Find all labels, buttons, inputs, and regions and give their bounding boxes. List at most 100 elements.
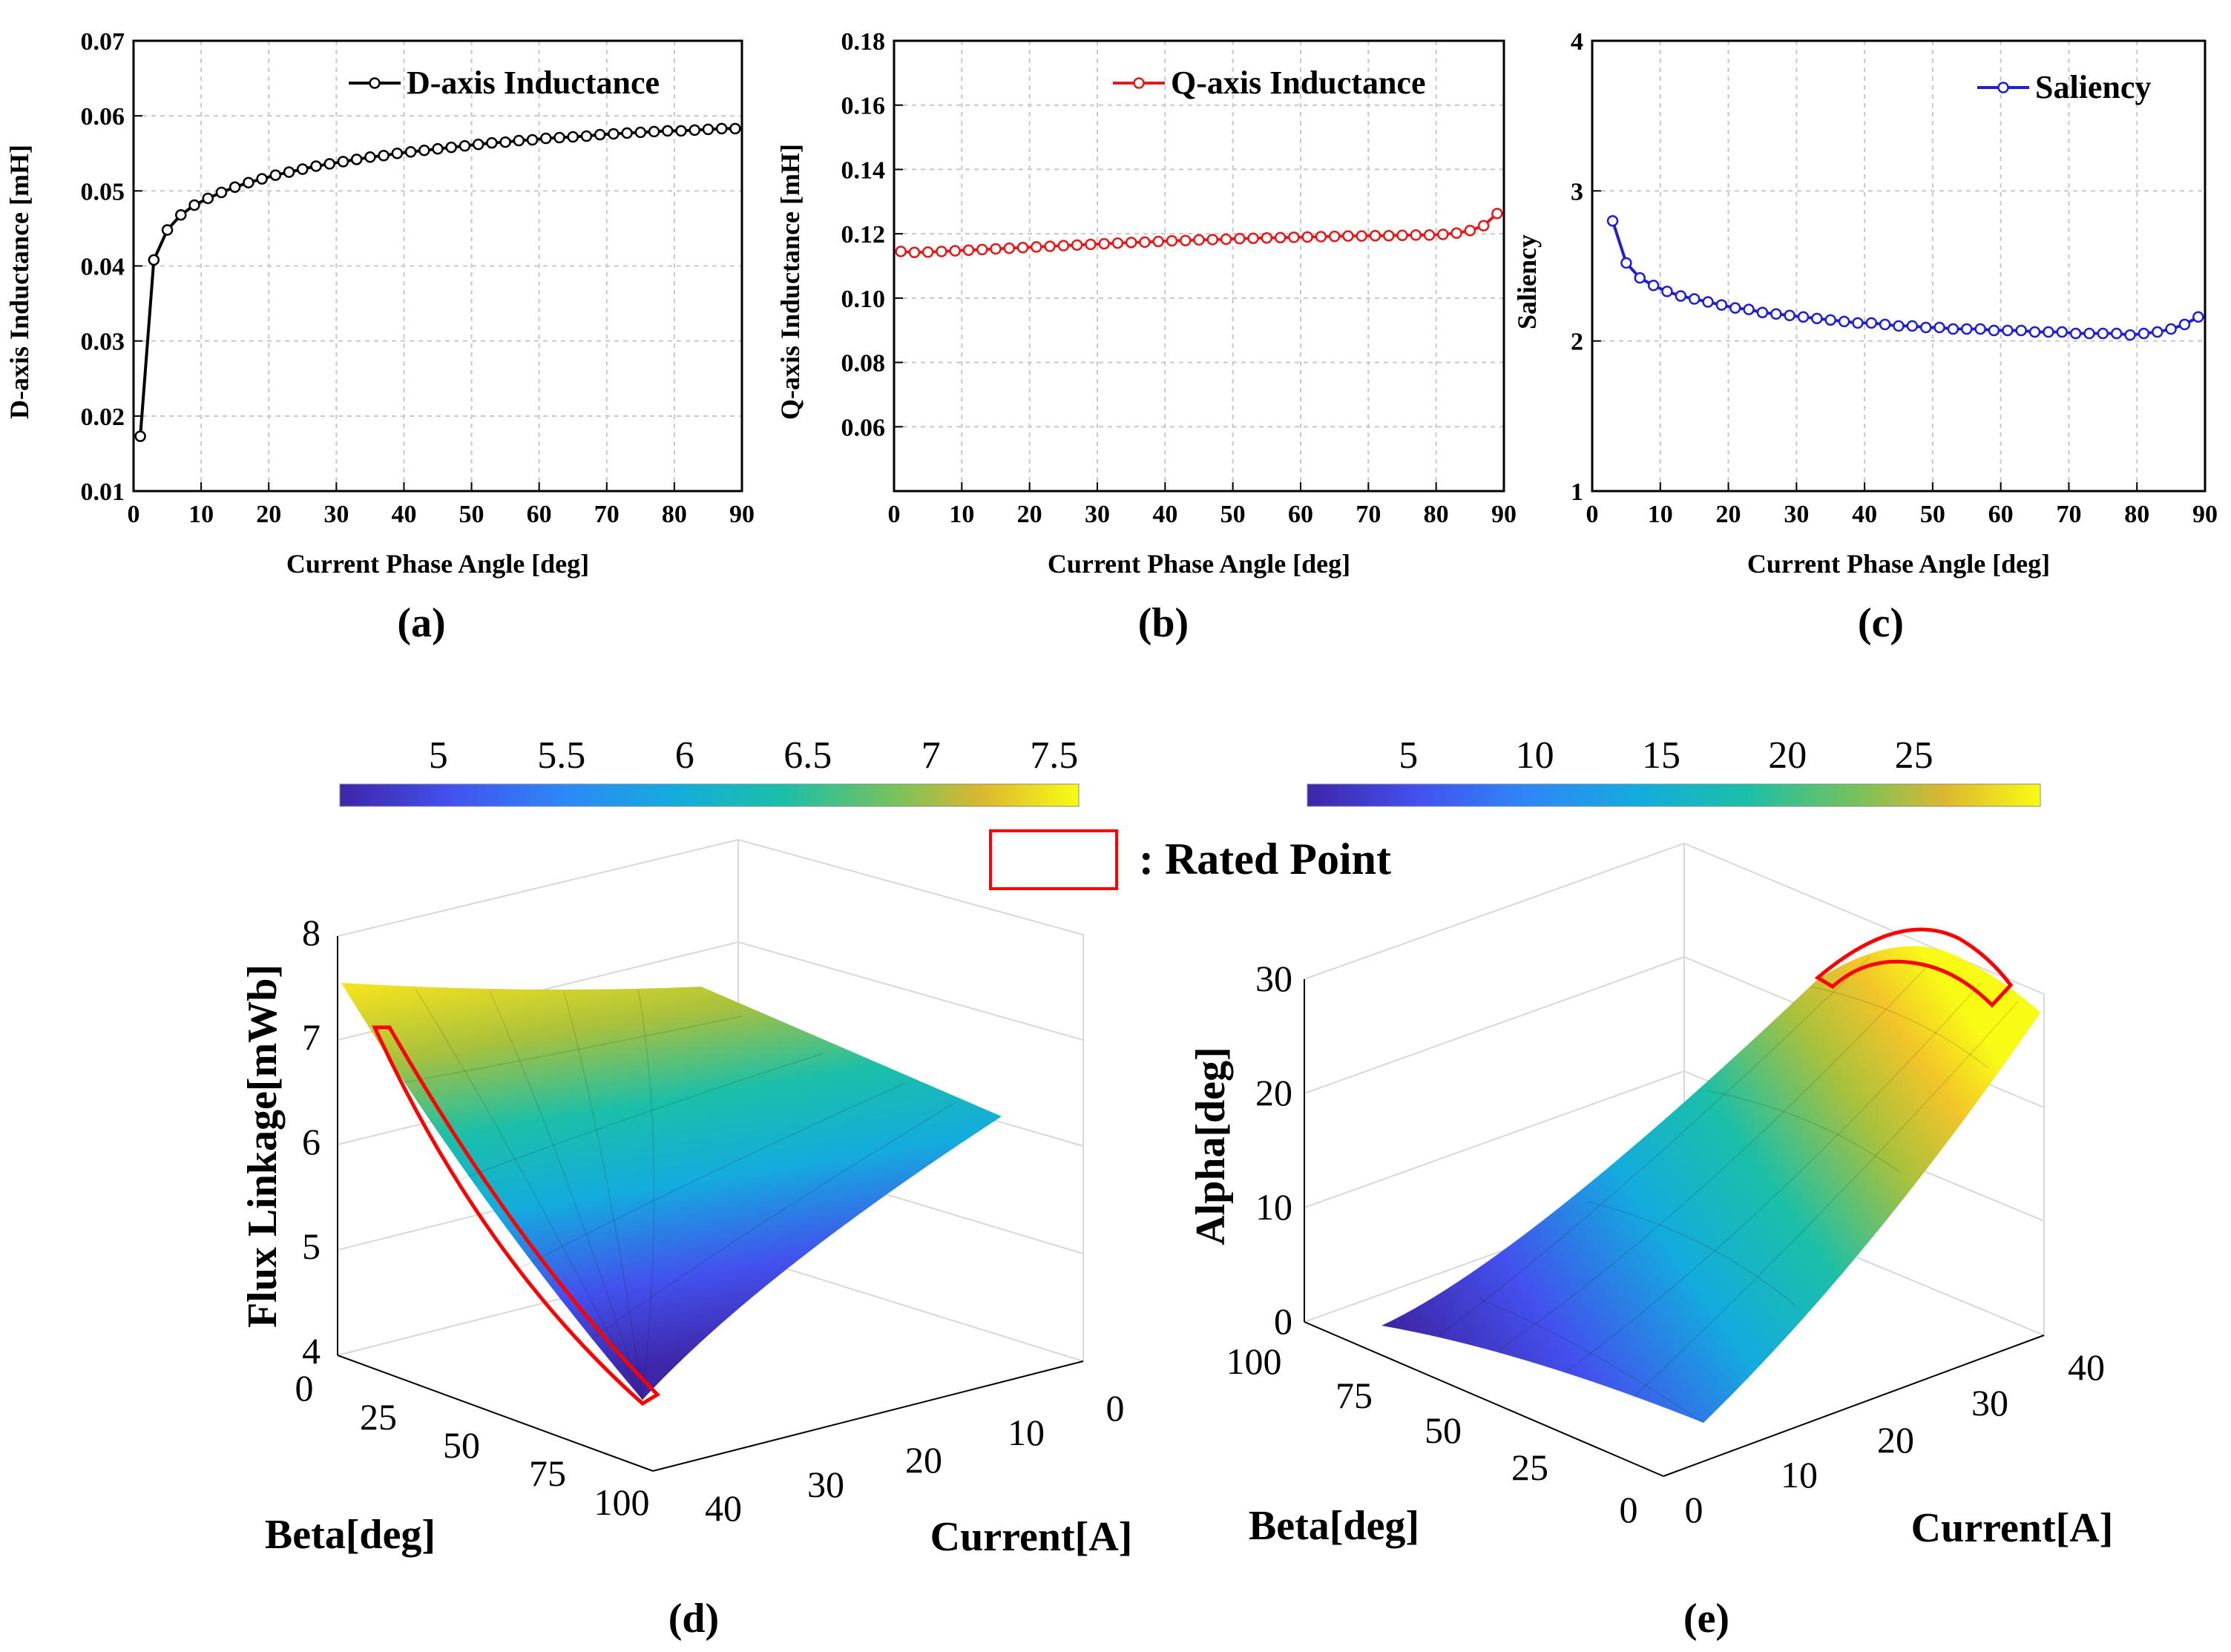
data-point — [1179, 234, 1192, 246]
data-point — [1477, 220, 1490, 232]
x-tick-label: 80 — [2124, 501, 2149, 528]
y-tick-label: 0.02 — [81, 404, 125, 431]
tick-label: 100 — [1226, 1340, 1282, 1382]
tick-label: 25 — [360, 1396, 397, 1438]
tick-label: 20 — [1768, 734, 1807, 777]
data-point — [1369, 229, 1381, 242]
data-point — [364, 151, 376, 163]
data-point — [1606, 215, 1619, 227]
tick-label: 40 — [2068, 1346, 2105, 1388]
data-point — [1016, 242, 1029, 254]
data-point — [1044, 240, 1056, 252]
y-tick-label: 0.07 — [81, 28, 125, 56]
data-point — [1661, 286, 1673, 297]
data-point — [648, 125, 660, 138]
data-point — [2178, 318, 2191, 331]
data-point — [243, 177, 254, 188]
data-point — [1634, 272, 1646, 284]
tick-label: 0 — [1685, 1489, 1703, 1530]
data-point — [1328, 230, 1341, 243]
x-tick-label: 0 — [1586, 501, 1599, 528]
tick-label: 30 — [1971, 1382, 2008, 1424]
tick-label: 20 — [1255, 1072, 1292, 1113]
x-tick-label: 40 — [391, 501, 416, 528]
surface-e — [1381, 946, 2040, 1423]
beta-ticks-d: 0 25 50 75 100 — [295, 1367, 650, 1523]
plot-frame — [893, 39, 1505, 493]
colorbar-e — [1307, 783, 2041, 807]
data-point — [2069, 327, 2082, 340]
data-point — [1464, 225, 1476, 237]
data-point — [976, 243, 988, 256]
data-point — [608, 128, 620, 140]
chart-flux-linkage-surface: 5 5.5 6 6.5 7 7.5 — [240, 734, 1132, 1642]
y-tick-label: 0.04 — [81, 254, 125, 281]
tick-label: 75 — [529, 1452, 566, 1494]
data-point — [1961, 323, 1973, 335]
x-tick-label: 70 — [2056, 501, 2081, 528]
tick-label: 6.5 — [783, 734, 832, 777]
data-point — [2124, 329, 2136, 341]
x-tick-label: 80 — [662, 501, 687, 528]
data-point — [2002, 324, 2014, 337]
y-tick-label: 1 — [1571, 478, 1583, 506]
x-tick-label: 10 — [949, 501, 974, 528]
data-point — [1729, 302, 1741, 314]
data-point — [1437, 228, 1449, 240]
y-tick-label: 0.18 — [841, 28, 886, 56]
data-point — [432, 142, 444, 155]
data-point — [1647, 280, 1660, 292]
data-point — [229, 181, 241, 194]
ylabel-e: Current[A] — [1911, 1505, 2114, 1551]
data-point — [1906, 320, 1919, 332]
data-point — [148, 254, 160, 266]
data-point — [1770, 308, 1782, 320]
data-point — [2043, 326, 2054, 338]
tick-label: 5 — [1399, 734, 1418, 777]
data-point — [418, 144, 430, 157]
x-tick-label: 70 — [594, 501, 620, 528]
beta-ticks-e: 100 75 50 25 0 — [1226, 1340, 1638, 1530]
surface-e-mesh — [1439, 956, 2019, 1424]
x-tick-label: 40 — [1852, 501, 1877, 528]
x-tick-label: 50 — [1220, 501, 1246, 528]
panel-label: (c) — [1858, 600, 1904, 646]
tick-label: 50 — [443, 1424, 480, 1466]
data-point — [1315, 231, 1327, 243]
y-tick-label: 0.14 — [841, 157, 886, 184]
data-point — [2015, 324, 2027, 337]
data-point — [269, 169, 282, 181]
rated-point-legend: : Rated Point — [989, 829, 1391, 890]
surface-d — [341, 983, 1002, 1400]
tick-label: 10 — [1516, 734, 1554, 777]
x-axis-label: Current Phase Angle [deg] — [1048, 549, 1350, 579]
data-point — [2110, 327, 2123, 340]
data-point — [1893, 320, 1905, 332]
panel-label-d: (d) — [668, 1596, 719, 1642]
data-point — [936, 246, 947, 257]
y-tick-label: 0.08 — [841, 350, 886, 378]
series-line — [139, 127, 735, 437]
data-point — [1675, 290, 1687, 302]
chart-saliency: 0 10 20 30 40 50 60 70 80 90 1 2 3 4 Current Phase Ang… — [1512, 28, 2218, 646]
data-point — [283, 166, 295, 178]
data-point — [1491, 208, 1503, 220]
zlabel-d: Flux Linkage[mWb] — [240, 964, 286, 1328]
data-point — [1811, 312, 1823, 325]
data-point — [1139, 236, 1151, 249]
ylabel-d: Current[A] — [930, 1514, 1133, 1560]
data-point — [2028, 326, 2041, 338]
tick-label: 10 — [1255, 1186, 1292, 1228]
data-point — [1974, 323, 1986, 335]
x-tick-label: 90 — [1491, 501, 1517, 528]
data-point — [675, 125, 687, 137]
data-point — [175, 208, 187, 221]
data-point — [499, 136, 511, 148]
data-point — [513, 134, 525, 147]
x-tick-label: 20 — [1017, 501, 1042, 528]
data-point — [1919, 321, 1932, 334]
xlabel-d: Beta[deg] — [265, 1512, 436, 1558]
data-point — [895, 246, 907, 257]
x-tick-label: 30 — [323, 501, 349, 528]
